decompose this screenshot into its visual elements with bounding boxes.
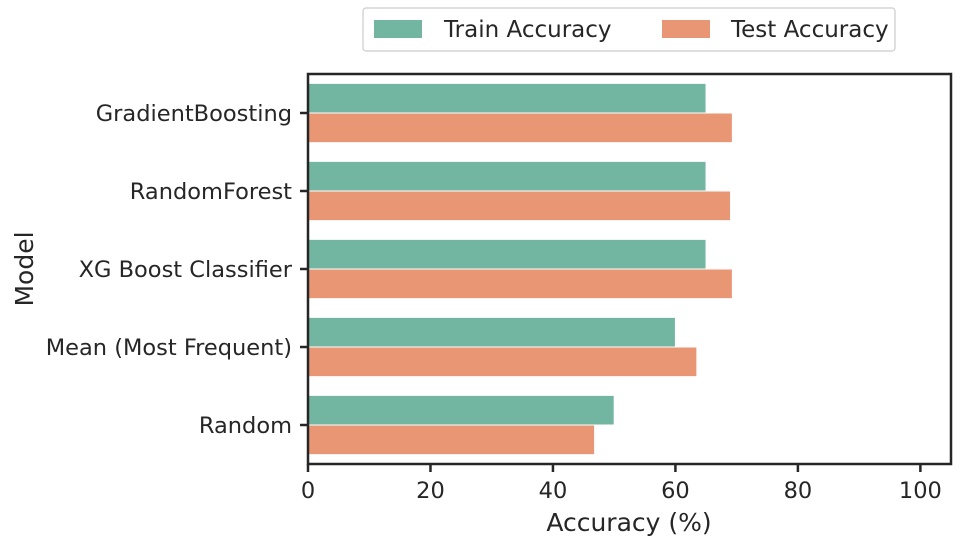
y-axis-label: Model [10,231,39,306]
legend: Train Accuracy Test Accuracy [362,7,896,52]
y-tick-label: RandomForest [130,179,292,205]
bar-train [307,160,707,192]
x-tick-label: 40 [539,478,568,504]
bar-test [307,190,732,222]
bar-test [307,268,733,300]
legend-frame [362,7,896,52]
y-axis-ticks: GradientBoosting RandomForest XG Boost Cla… [46,101,308,439]
x-axis-label: Accuracy (%) [546,508,711,537]
bars [307,82,733,456]
legend-label-train: Train Accuracy [443,17,612,43]
bar-train [307,82,707,114]
legend-label-test: Test Accuracy [730,17,889,43]
plot-frame [306,72,953,466]
y-tick-label: XG Boost Classifier [79,257,293,283]
y-tick-label: GradientBoosting [96,101,292,127]
bar-test [307,346,698,378]
x-tick-label: 80 [784,478,813,504]
bar-train [307,394,615,426]
bar-test [307,424,596,456]
x-tick-label: 100 [899,478,942,504]
bar-test [307,112,733,144]
legend-swatch-test [662,20,710,38]
x-tick-label: 20 [416,478,445,504]
x-axis-ticks: 0 20 40 60 80 100 [301,464,942,504]
x-tick-label: 0 [301,478,315,504]
bar-train [307,316,676,348]
legend-swatch-train [374,20,422,38]
y-tick-label: Mean (Most Frequent) [46,335,292,361]
y-tick-label: Random [199,413,292,439]
bar-train [307,238,707,270]
x-tick-label: 60 [661,478,690,504]
